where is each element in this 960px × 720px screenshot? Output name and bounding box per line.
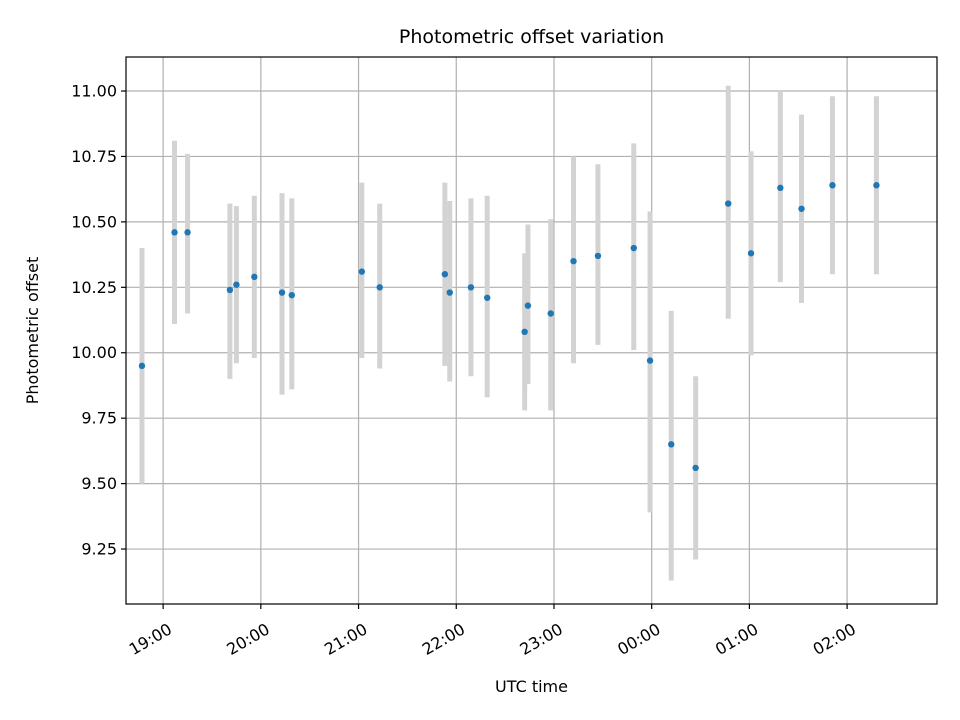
data-point <box>233 281 240 288</box>
y-tick-label: 10.50 <box>71 212 117 231</box>
x-tick-label: 20:00 <box>223 619 272 659</box>
data-point <box>251 273 258 281</box>
data-point <box>570 257 577 265</box>
data-point <box>798 205 805 212</box>
data-point <box>441 271 449 278</box>
data-point <box>278 289 286 296</box>
x-tick-label: 23:00 <box>517 619 566 659</box>
x-tick-label: 01:00 <box>712 619 761 659</box>
y-tick-label: 9.50 <box>81 474 117 493</box>
data-point <box>747 250 755 257</box>
x-tick-label: 22:00 <box>419 619 468 659</box>
data-point <box>484 294 491 301</box>
data-point <box>873 182 880 189</box>
point-layer <box>138 182 880 472</box>
x-tick-label: 19:00 <box>126 619 175 659</box>
data-point <box>446 289 453 296</box>
y-tick-label: 10.00 <box>71 343 117 362</box>
data-point <box>376 284 383 291</box>
grid-layer <box>126 57 937 604</box>
data-point <box>547 310 554 317</box>
x-tick-label: 00:00 <box>614 619 663 659</box>
data-point <box>226 286 234 294</box>
y-axis: 9.25 9.50 9.75 10.00 10.25 10.50 10.75 11.00 <box>71 82 126 559</box>
y-tick-label: 11.00 <box>71 82 117 101</box>
y-tick-label: 10.75 <box>71 147 117 166</box>
data-point <box>358 268 366 275</box>
y-tick-label: 9.25 <box>81 540 117 559</box>
data-point <box>829 182 836 189</box>
data-point <box>184 229 191 236</box>
plot-frame <box>125 56 938 605</box>
data-point <box>521 328 528 336</box>
data-point <box>594 252 602 260</box>
data-point <box>777 184 784 192</box>
x-tick-label: 21:00 <box>321 619 370 659</box>
data-point <box>288 291 295 299</box>
data-point <box>692 464 699 472</box>
x-tick-label: 02:00 <box>810 619 859 659</box>
data-point <box>668 441 675 448</box>
data-point <box>524 302 532 309</box>
data-point <box>467 284 475 291</box>
data-point <box>138 362 146 370</box>
y-axis-label: Photometric offset <box>23 257 42 405</box>
errorbar-layer <box>139 85 879 581</box>
data-point <box>630 244 637 252</box>
y-tick-label: 10.25 <box>71 278 117 297</box>
chart-title: Photometric offset variation <box>399 26 664 48</box>
x-axis-label: UTC time <box>495 677 568 696</box>
x-axis: 19:00 20:00 21:00 22:00 23:00 00:00 01:00 02:00 <box>126 604 859 659</box>
data-point <box>646 357 654 364</box>
data-point <box>725 200 732 207</box>
y-tick-label: 9.75 <box>81 409 117 428</box>
data-point <box>171 229 178 236</box>
